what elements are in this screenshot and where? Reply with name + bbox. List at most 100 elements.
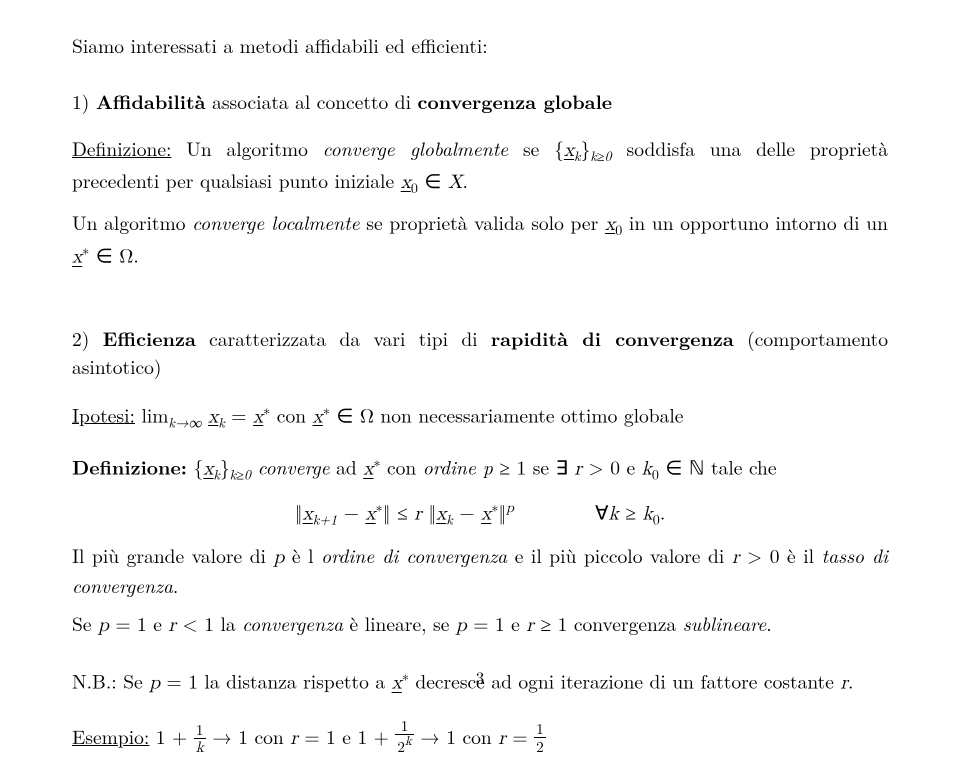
ex-eq2: = <box>506 722 534 750</box>
lin-dot: . <box>766 609 771 637</box>
def2-ge1: ≥ 1 se ∃ <box>493 453 575 481</box>
conc-d: > 0 è il <box>739 541 821 569</box>
dot-eq: . <box>660 498 665 526</box>
brace-close: } <box>581 134 591 162</box>
lin-mid: è lineare, se <box>343 609 456 637</box>
xstar-underbar-3: x <box>313 406 323 426</box>
sup-star-3: ∗ <box>323 400 330 420</box>
xstar-underbar-2: x <box>253 406 263 426</box>
sec1-conv-glob: convergenza globale <box>418 87 613 115</box>
lin-r2: r <box>526 615 534 635</box>
ex-r1: r <box>290 728 298 748</box>
hyp-lim: lim <box>135 400 169 428</box>
k-forall: k <box>609 504 619 524</box>
def1-label: Definizione: <box>72 134 171 162</box>
frac1-num: 1 <box>194 722 206 739</box>
sub-kge0: k≥0 <box>590 146 611 166</box>
geq: ≥ <box>619 498 643 526</box>
lin-lt1: < 1 la <box>176 609 242 637</box>
frac-1-over-2: 12 <box>534 721 546 754</box>
local-convergence: Un algoritmo converge localmente se prop… <box>72 209 888 271</box>
def1-globally: converge globalmente <box>323 134 509 162</box>
x0-underbar-2: x <box>605 214 615 234</box>
page: Siamo interessati a metodi affidabili ed… <box>0 0 960 695</box>
definition-1: Definizione: Un algoritmo converge globa… <box>72 135 888 199</box>
xstar-eq-2: x <box>481 504 491 524</box>
conc-b: è l <box>284 541 321 569</box>
x-k-eq: x <box>436 504 446 524</box>
def1-a: Un algoritmo <box>171 134 322 162</box>
sub-kinf: k→∞ <box>169 412 202 432</box>
sec1-num: 1) <box>72 87 96 115</box>
brace-close-2: } <box>220 453 230 481</box>
section-2-heading: 2) Efficienza caratterizzata da vari tip… <box>72 325 888 380</box>
r-eq: r <box>414 504 422 524</box>
sec2-rapid: rapidità di convergenza <box>491 324 734 352</box>
intro-text: Siamo interessati a metodi affidabili ed… <box>72 32 888 60</box>
frac2-num: 1 <box>395 718 413 735</box>
dot: . <box>463 166 468 194</box>
hyp-con: con <box>270 400 312 428</box>
loc-a: Un algoritmo <box>72 208 192 236</box>
x-kplus1: x <box>303 504 313 524</box>
lin-r: r <box>168 615 176 635</box>
norm-open-1: ‖ <box>295 498 303 526</box>
ordine-di-conv: ordine di convergenza <box>321 541 507 569</box>
sec1-mid: associata al concetto di <box>206 87 418 115</box>
xk-underbar-2: x <box>203 459 213 479</box>
sec2-num: 2) <box>72 324 103 352</box>
sup-p: p <box>506 501 514 515</box>
conclusion-order: Il più grande valore di p è l ordine di … <box>72 542 888 599</box>
conc-dot: . <box>173 571 178 599</box>
sup-star-4: ∗ <box>374 452 381 472</box>
loc-conv: converge localmente <box>192 208 359 236</box>
def2-converge: converge <box>258 453 330 481</box>
brace-open: { <box>554 134 564 162</box>
frac2-base: 2 <box>397 736 405 757</box>
hyp-label: Ipotesi: <box>72 400 135 428</box>
norm-close-2: ‖ <box>498 498 506 526</box>
lin-p2: p <box>456 615 467 635</box>
frac3-den: 2 <box>534 738 546 754</box>
page-number: 3 <box>0 665 960 689</box>
frac-1-over-2k: 12k <box>395 718 413 755</box>
ex-a: 1 + <box>149 722 193 750</box>
xstar-underbar-4: x <box>363 459 373 479</box>
brace-open-2: { <box>193 453 203 481</box>
sublineare: sublineare <box>683 609 767 637</box>
k0-sub: 0 <box>652 465 659 485</box>
frac3-num: 1 <box>534 721 546 738</box>
xstar-underbar: x <box>72 247 82 267</box>
def2-in: ∈ <box>659 453 689 481</box>
sup-star-eq-1: ∗ <box>376 497 383 517</box>
linear-sublinear: Se p = 1 e r < 1 la convergenza è linear… <box>72 610 888 640</box>
loc-in-omega: ∈ Ω. <box>89 241 138 269</box>
lin-eq1b: = 1 e <box>467 609 527 637</box>
sub-kge0-2: k≥0 <box>230 465 251 485</box>
set-X: X <box>448 172 463 192</box>
loc-b: se proprietà valida solo per <box>360 208 605 236</box>
sub-zero-eq: 0 <box>653 509 660 529</box>
def1-in: ∈ <box>418 166 448 194</box>
forall: ∀ <box>595 498 608 526</box>
k0-forall: k <box>643 504 653 524</box>
sec2-mid: caratterizzata da vari tipi di <box>196 324 491 352</box>
leq: ≤ <box>390 498 414 526</box>
conc-p: p <box>274 547 285 567</box>
ex-eq1: = 1 e 1 + <box>298 722 395 750</box>
conc-c: e il più piccolo valore di <box>507 541 732 569</box>
loc-c: in un opportuno intorno di un <box>622 208 888 236</box>
definition-2: Definizione: {xk}k≥0 converge ad x∗ con … <box>72 453 888 486</box>
sec2-eff: Efficienza <box>103 324 196 352</box>
example-line: Esempio: 1 + 1k → 1 con r = 1 e 1 + 12k … <box>72 718 888 756</box>
conc-a: Il più grande valore di <box>72 541 274 569</box>
ex-to1: → 1 con <box>206 722 290 750</box>
hyp-b: ∈ Ω non necessariamente ottimo globale <box>330 400 684 428</box>
xstar-eq-1: x <box>365 504 375 524</box>
norm-open-2: ‖ <box>428 498 436 526</box>
section-1-heading: 1) Affidabilità associata al concetto di… <box>72 88 888 116</box>
r-var: r <box>574 459 582 479</box>
frac2-exp: k <box>405 735 412 748</box>
frac-1-over-k: 1k <box>194 722 206 755</box>
hypothesis: Ipotesi: limk→∞ xk = x∗ con x∗ ∈ Ω non n… <box>72 401 888 434</box>
